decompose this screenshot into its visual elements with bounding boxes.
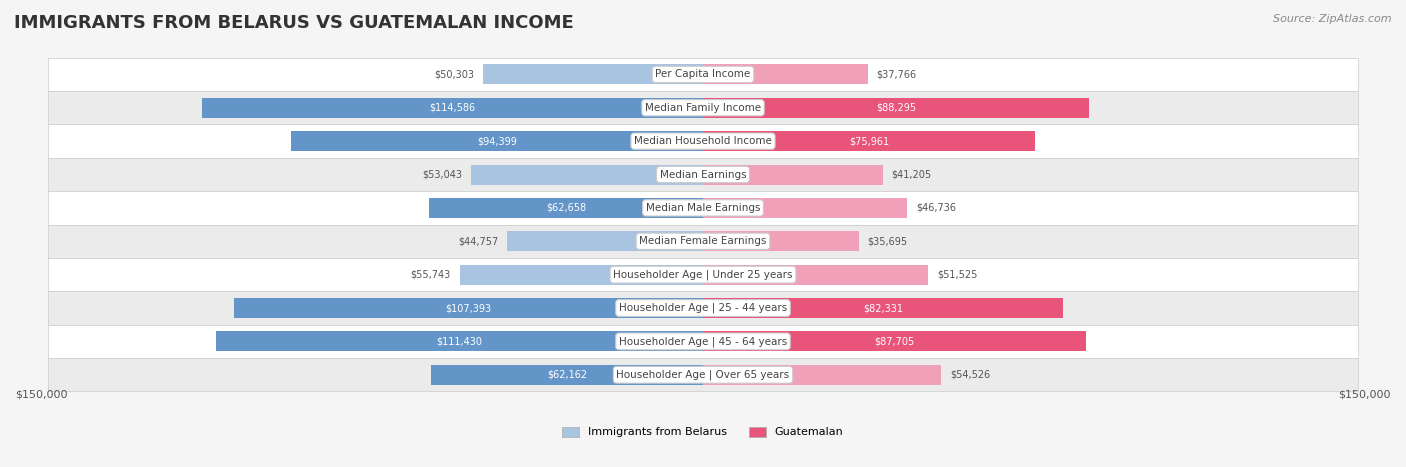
Bar (48, 58, 1358, 91)
Bar (217, 332, 703, 351)
Bar (703, 98, 1088, 118)
Text: $50,303: $50,303 (434, 70, 475, 79)
Bar (48, 124, 1358, 158)
Bar (703, 332, 1085, 351)
Bar (233, 298, 703, 318)
Bar (48, 191, 1358, 225)
Text: Householder Age | Over 65 years: Householder Age | Over 65 years (616, 369, 790, 380)
Bar (703, 265, 928, 285)
Text: Householder Age | 25 - 44 years: Householder Age | 25 - 44 years (619, 303, 787, 313)
Text: $62,658: $62,658 (546, 203, 586, 213)
Bar (703, 365, 941, 385)
Text: Householder Age | Under 25 years: Householder Age | Under 25 years (613, 269, 793, 280)
Text: $53,043: $53,043 (423, 170, 463, 179)
Bar (291, 131, 703, 151)
Text: Median Female Earnings: Median Female Earnings (640, 236, 766, 246)
Text: $35,695: $35,695 (868, 236, 908, 246)
Bar (484, 64, 703, 85)
Text: $150,000: $150,000 (15, 390, 67, 400)
Text: Source: ZipAtlas.com: Source: ZipAtlas.com (1274, 14, 1392, 24)
Text: $75,961: $75,961 (849, 136, 889, 146)
Text: $114,586: $114,586 (430, 103, 475, 113)
Bar (432, 365, 703, 385)
Text: Median Male Earnings: Median Male Earnings (645, 203, 761, 213)
Text: Median Family Income: Median Family Income (645, 103, 761, 113)
Text: $150,000: $150,000 (1339, 390, 1391, 400)
Text: $62,162: $62,162 (547, 370, 588, 380)
Text: $44,757: $44,757 (458, 236, 499, 246)
Legend: Immigrants from Belarus, Guatemalan: Immigrants from Belarus, Guatemalan (558, 422, 848, 442)
Text: $82,331: $82,331 (863, 303, 903, 313)
Text: Householder Age | 45 - 64 years: Householder Age | 45 - 64 years (619, 336, 787, 347)
Bar (48, 258, 1358, 291)
Bar (48, 291, 1358, 325)
Text: $37,766: $37,766 (877, 70, 917, 79)
Bar (48, 158, 1358, 191)
Bar (460, 265, 703, 285)
Text: $111,430: $111,430 (437, 336, 482, 347)
Bar (202, 98, 703, 118)
Text: $88,295: $88,295 (876, 103, 915, 113)
Text: IMMIGRANTS FROM BELARUS VS GUATEMALAN INCOME: IMMIGRANTS FROM BELARUS VS GUATEMALAN IN… (14, 14, 574, 32)
Bar (703, 198, 907, 218)
Text: $41,205: $41,205 (891, 170, 932, 179)
Bar (48, 91, 1358, 124)
Bar (48, 358, 1358, 391)
Bar (703, 298, 1063, 318)
Text: $55,743: $55,743 (411, 269, 451, 280)
Bar (429, 198, 703, 218)
Bar (508, 231, 703, 251)
Text: Median Earnings: Median Earnings (659, 170, 747, 179)
Bar (703, 231, 859, 251)
Text: $51,525: $51,525 (936, 269, 977, 280)
Bar (48, 225, 1358, 258)
Text: Median Household Income: Median Household Income (634, 136, 772, 146)
Bar (48, 325, 1358, 358)
Bar (703, 131, 1035, 151)
Text: $87,705: $87,705 (875, 336, 915, 347)
Text: $46,736: $46,736 (915, 203, 956, 213)
Text: $54,526: $54,526 (950, 370, 990, 380)
Bar (703, 164, 883, 184)
Text: $107,393: $107,393 (446, 303, 492, 313)
Text: Per Capita Income: Per Capita Income (655, 70, 751, 79)
Bar (703, 64, 868, 85)
Bar (471, 164, 703, 184)
Text: $94,399: $94,399 (477, 136, 517, 146)
